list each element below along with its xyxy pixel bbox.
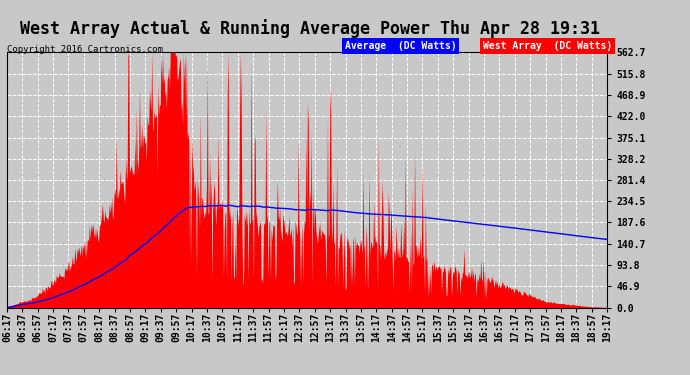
Text: West Array  (DC Watts): West Array (DC Watts) bbox=[483, 41, 612, 51]
Text: Copyright 2016 Cartronics.com: Copyright 2016 Cartronics.com bbox=[7, 45, 163, 54]
Text: Average  (DC Watts): Average (DC Watts) bbox=[345, 41, 457, 51]
Text: West Array Actual & Running Average Power Thu Apr 28 19:31: West Array Actual & Running Average Powe… bbox=[21, 19, 600, 38]
